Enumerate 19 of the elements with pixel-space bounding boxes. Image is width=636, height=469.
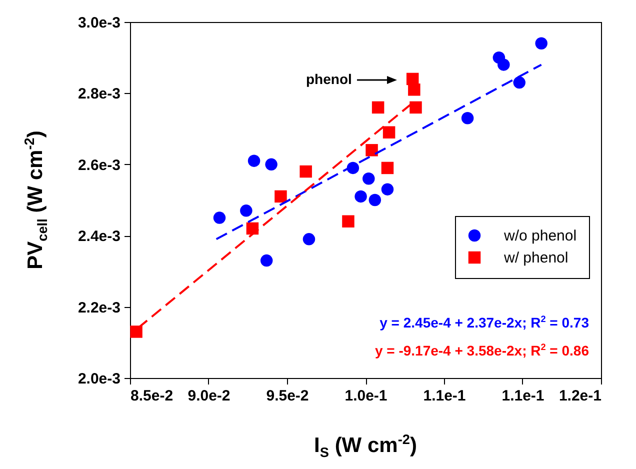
y-tick-label: 2.2e-3 [78, 299, 120, 316]
x-tick-label: 9.5e-2 [266, 388, 309, 404]
legend-label: w/o phenol [503, 228, 577, 244]
y-tick-label: 2.4e-3 [78, 228, 120, 246]
x-tick-label: 9.0e-2 [188, 388, 230, 404]
x-axis-title: I$_{S}$ (W cm$^{-2}$) [314, 432, 417, 460]
y-tick-label: 3.0e-3 [78, 14, 120, 32]
x-tick-label: 8.5e-2 [130, 388, 174, 404]
annotation: y = -9.17e-4 + 3.58e-2x; R$^{2}$ = 0.86 [374, 342, 589, 359]
legend-label: w/ phenol [503, 250, 568, 266]
x-tick-label: 1.1e-1 [502, 388, 544, 404]
annotation: y = 2.45e-4 + 2.37e-2x; R$^{2}$ = 0.73 [380, 314, 589, 331]
annotation: phenol [306, 71, 352, 87]
x-tick-label: 1.2e-1 [558, 388, 602, 404]
x-tick-label: 1.1e-1 [423, 388, 466, 404]
y-tick-label: 2.8e-3 [78, 86, 120, 103]
y-tick-label: 2.6e-3 [78, 156, 120, 174]
y-tick-label: 2.0e-3 [78, 370, 120, 388]
x-tick-label: 1.0e-1 [344, 388, 388, 404]
